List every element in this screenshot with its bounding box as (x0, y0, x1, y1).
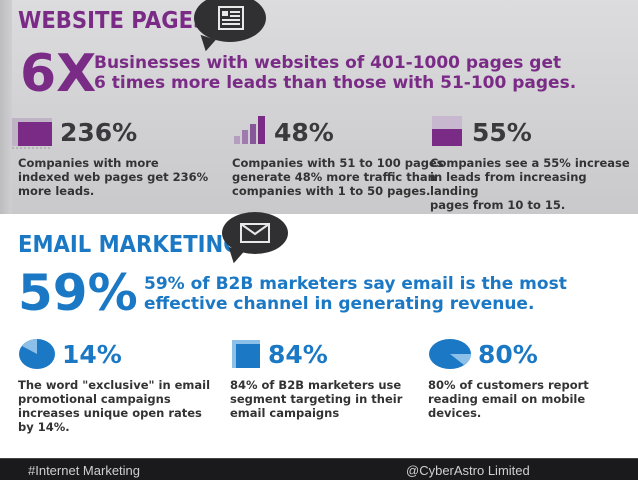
email-stat-3-value: 80% (478, 340, 538, 369)
email-marketing-section: EMAIL MARKETING 59% 59% of B2B marketers… (0, 212, 638, 458)
website-pages-section: WEBSITE PAGES 6X Businesses with website… (0, 0, 638, 214)
email-stat-1-value: 14% (62, 340, 122, 369)
website-headline-line1: Businesses with websites of 401-1000 pag… (94, 53, 562, 73)
email-headline-line2: effective channel in generating revenue. (144, 294, 535, 314)
pie-80-icon (429, 339, 471, 369)
website-stat-2-desc: Companies with 51 to 100 pages generate … (232, 156, 444, 198)
email-headline-stat: 59% (18, 264, 138, 322)
website-stat-1-desc: Companies with more indexed web pages ge… (18, 156, 209, 198)
website-section-title: WEBSITE PAGES (18, 8, 209, 34)
square-chart-icon (432, 116, 462, 146)
website-stat-3-value: 55% (472, 118, 532, 147)
document-icon (218, 6, 244, 30)
footer-bar: #Internet Marketing @CyberAstro Limited (0, 458, 638, 480)
email-headline-line1: 59% of B2B marketers say email is the mo… (144, 274, 567, 294)
website-stat-1-value: 236% (60, 118, 138, 147)
document-icon-bubble (194, 0, 266, 42)
envelope-icon (240, 223, 270, 243)
email-stat-2-value: 84% (268, 340, 328, 369)
bar-chart-icon (234, 116, 265, 144)
square-84-icon (232, 340, 260, 368)
email-stat-1-desc: The word "exclusive" in email promotiona… (18, 378, 211, 434)
email-stat-3-desc: 80% of customers report reading email on… (428, 378, 589, 420)
website-stat-3-desc: Companies see a 55% increase in leads fr… (430, 156, 630, 212)
envelope-icon-bubble (222, 212, 288, 254)
website-headline-stat: 6X (20, 44, 97, 104)
section-edge (0, 0, 12, 214)
website-headline-line2: 6 times more leads than those with 51-10… (94, 73, 577, 93)
footer-right-text: @CyberAstro Limited (406, 463, 530, 478)
footer-left-text: #Internet Marketing (28, 463, 141, 478)
bar-icon (12, 118, 52, 149)
email-section-title: EMAIL MARKETING (18, 232, 241, 258)
pie-14-icon (19, 339, 55, 369)
website-stat-2-value: 48% (274, 118, 334, 147)
email-stat-2-desc: 84% of B2B marketers use segment targeti… (230, 378, 403, 420)
